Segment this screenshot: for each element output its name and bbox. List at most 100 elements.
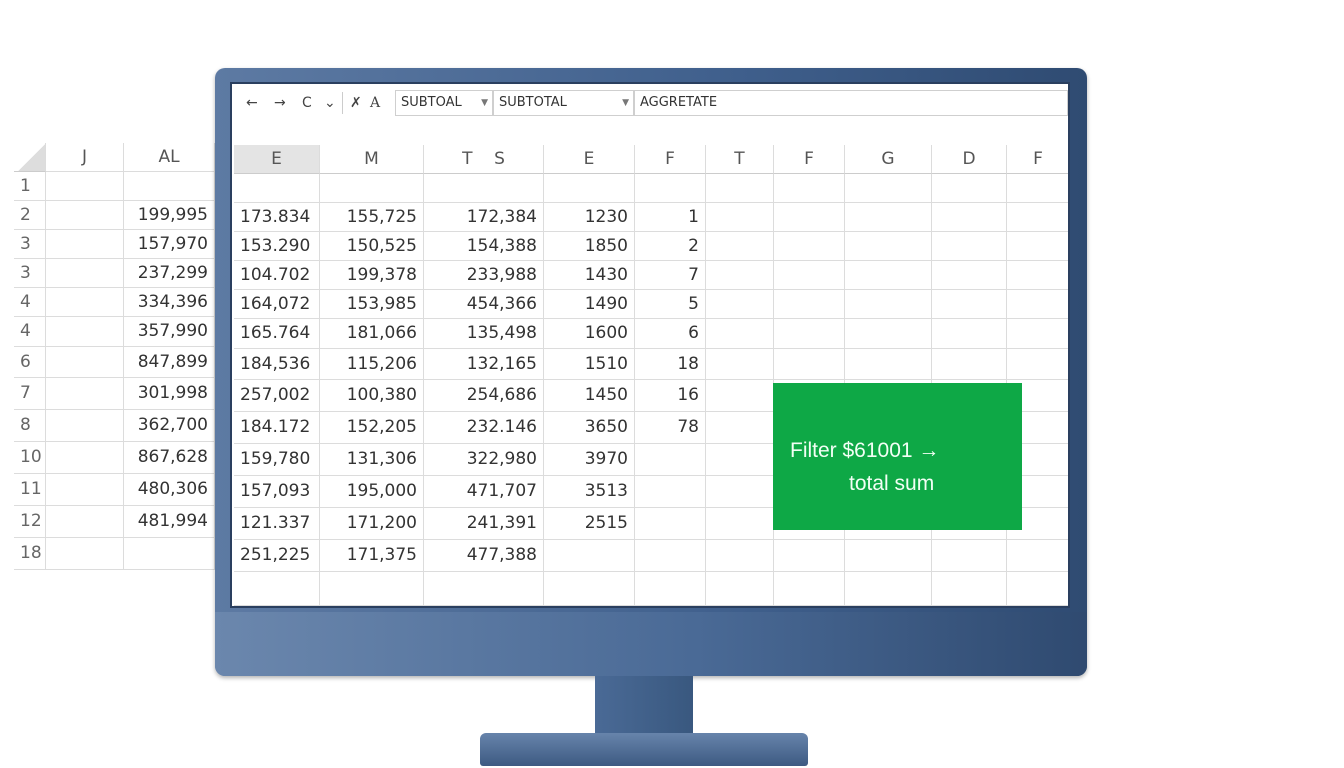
cell[interactable] [635,540,706,572]
clear-format-icon[interactable]: ✗ [350,95,362,111]
cell[interactable] [774,290,845,319]
select-all-corner[interactable] [14,143,46,172]
cell[interactable]: 357,990 [124,317,215,347]
cell[interactable]: 153,985 [320,290,424,319]
cell[interactable] [1007,319,1068,349]
cell[interactable] [635,508,706,540]
column-header-J[interactable]: J [46,143,124,172]
cell[interactable] [1007,476,1068,508]
cell[interactable] [1007,572,1068,606]
cell[interactable]: 1450 [544,380,635,412]
cell[interactable]: 16 [635,380,706,412]
column-header-AL[interactable]: AL [124,143,215,172]
cell[interactable] [706,174,774,203]
cell[interactable]: 184,536 [234,349,320,380]
function-select-1[interactable]: SUBTOAL ▼ [395,90,493,116]
cell[interactable]: 257,002 [234,380,320,412]
cell[interactable] [774,261,845,290]
cell[interactable] [706,508,774,540]
cell[interactable] [845,319,932,349]
cell[interactable] [706,349,774,380]
column-header[interactable]: E [544,145,635,174]
cell[interactable]: 155,725 [320,203,424,232]
row-header[interactable]: 8 [14,410,46,442]
cell[interactable]: 2515 [544,508,635,540]
cell[interactable] [1007,508,1068,540]
column-header[interactable]: M [320,145,424,174]
cell[interactable]: 1850 [544,232,635,261]
cell[interactable]: 150,525 [320,232,424,261]
cell[interactable] [320,572,424,606]
column-header[interactable]: F [774,145,845,174]
cell[interactable] [1007,232,1068,261]
row-header[interactable]: 3 [14,259,46,288]
cell[interactable]: 173.834 [234,203,320,232]
cell[interactable]: 199,995 [124,201,215,230]
cell[interactable]: 301,998 [124,378,215,410]
row-header[interactable]: 3 [14,230,46,259]
cell[interactable] [845,232,932,261]
cell[interactable]: 121.337 [234,508,320,540]
cell[interactable] [845,290,932,319]
cell[interactable]: 132,165 [424,349,544,380]
cell[interactable] [46,201,124,230]
cell[interactable] [635,572,706,606]
cell[interactable] [932,232,1007,261]
cell[interactable]: 6 [635,319,706,349]
cell[interactable] [46,442,124,474]
cell[interactable]: 154,388 [424,232,544,261]
cell[interactable]: 181,066 [320,319,424,349]
cell[interactable] [544,174,635,203]
cell[interactable] [706,572,774,606]
cell[interactable]: 481,994 [124,506,215,538]
cell[interactable] [46,474,124,506]
row-header[interactable]: 18 [14,538,46,570]
cell[interactable]: 471,707 [424,476,544,508]
cell[interactable]: 165.764 [234,319,320,349]
cell[interactable] [932,540,1007,572]
cell[interactable] [46,317,124,347]
cell[interactable] [774,319,845,349]
cell[interactable] [932,203,1007,232]
cell[interactable] [706,203,774,232]
cell[interactable] [124,172,215,201]
cell[interactable]: 1600 [544,319,635,349]
cell[interactable] [774,232,845,261]
cell[interactable]: 5 [635,290,706,319]
cell[interactable]: 233,988 [424,261,544,290]
cell[interactable]: 254,686 [424,380,544,412]
cell[interactable] [46,378,124,410]
cell[interactable] [234,174,320,203]
cell[interactable]: 241,391 [424,508,544,540]
column-header[interactable]: T S [424,145,544,174]
cell[interactable]: 1430 [544,261,635,290]
cell[interactable] [845,349,932,380]
column-header[interactable]: G [845,145,932,174]
cell[interactable] [46,172,124,201]
cell[interactable] [932,290,1007,319]
cell[interactable] [1007,261,1068,290]
cell[interactable]: 115,206 [320,349,424,380]
formula-input[interactable]: AGGRETATE [634,90,1068,116]
cell[interactable] [635,476,706,508]
cell[interactable]: 3513 [544,476,635,508]
row-header[interactable]: 4 [14,317,46,347]
cell[interactable] [774,540,845,572]
cell[interactable] [544,572,635,606]
cell[interactable] [706,380,774,412]
column-header[interactable]: F [1007,145,1068,174]
cell[interactable]: 78 [635,412,706,444]
back-arrow-icon[interactable]: ← [246,95,258,111]
cell[interactable] [46,538,124,570]
cell[interactable] [932,572,1007,606]
cell[interactable]: 1510 [544,349,635,380]
cell[interactable] [1007,444,1068,476]
cell[interactable] [845,203,932,232]
row-header[interactable]: 2 [14,201,46,230]
cell[interactable]: 131,306 [320,444,424,476]
cell[interactable] [635,174,706,203]
cell[interactable]: 171,375 [320,540,424,572]
forward-arrow-icon[interactable]: → [274,95,286,111]
cell[interactable] [706,444,774,476]
cell[interactable] [774,174,845,203]
